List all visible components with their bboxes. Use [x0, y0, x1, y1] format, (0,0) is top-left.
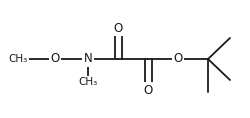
Text: N: N — [84, 53, 92, 65]
Text: O: O — [144, 84, 152, 97]
Text: O: O — [114, 21, 122, 34]
Text: CH₃: CH₃ — [78, 77, 98, 87]
Text: O: O — [174, 53, 182, 65]
Text: CH₃: CH₃ — [8, 54, 28, 64]
Text: O: O — [50, 53, 60, 65]
